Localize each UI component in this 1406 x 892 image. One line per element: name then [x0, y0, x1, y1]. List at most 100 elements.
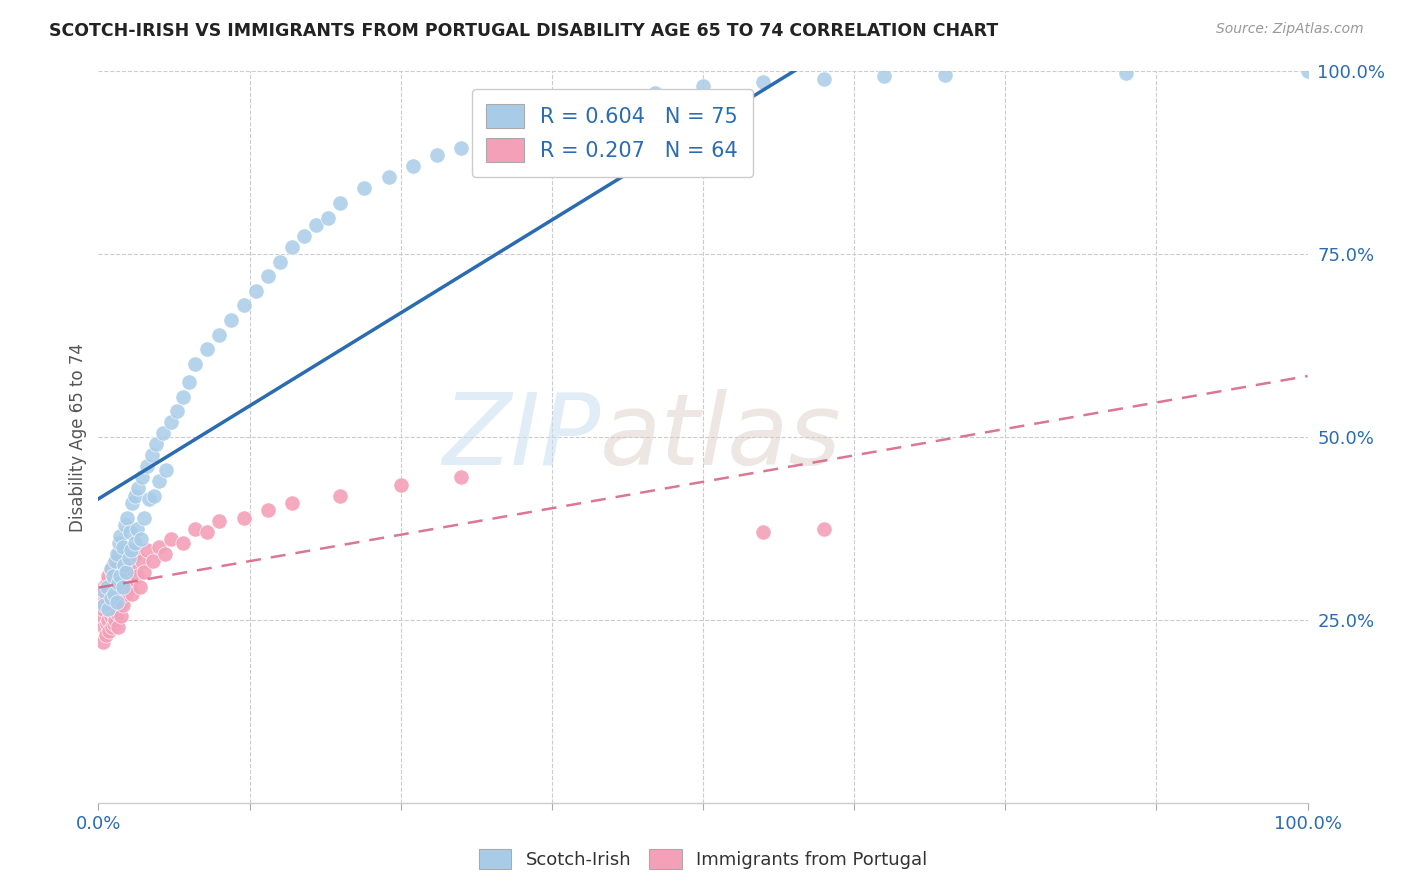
- Point: [389, 477, 412, 491]
- Point: [107, 580, 129, 594]
- Point: [172, 390, 194, 404]
- Point: [101, 606, 124, 620]
- Point: [107, 576, 129, 591]
- Point: [96, 580, 118, 594]
- Point: [148, 540, 170, 554]
- Text: Source: ZipAtlas.com: Source: ZipAtlas.com: [1216, 22, 1364, 37]
- Point: [115, 566, 138, 580]
- Point: [111, 580, 134, 594]
- Point: [100, 562, 122, 576]
- Point: [93, 599, 115, 613]
- Point: [153, 547, 176, 561]
- Point: [108, 547, 131, 561]
- Point: [100, 591, 122, 605]
- Point: [607, 94, 630, 108]
- Point: [232, 510, 254, 524]
- Point: [329, 196, 352, 211]
- Point: [127, 521, 149, 535]
- Point: [98, 624, 121, 638]
- Point: [118, 576, 141, 591]
- Legend: R = 0.604   N = 75, R = 0.207   N = 64: R = 0.604 N = 75, R = 0.207 N = 64: [471, 89, 752, 177]
- Point: [143, 489, 166, 503]
- Point: [138, 492, 160, 507]
- Point: [103, 616, 125, 631]
- Point: [117, 510, 139, 524]
- Point: [256, 269, 278, 284]
- Point: [124, 536, 146, 550]
- Point: [96, 576, 118, 591]
- Point: [145, 437, 167, 451]
- Point: [104, 613, 127, 627]
- Point: [256, 503, 278, 517]
- Point: [221, 313, 243, 327]
- Point: [135, 543, 157, 558]
- Point: [96, 616, 118, 631]
- Point: [101, 558, 124, 573]
- Point: [292, 228, 315, 243]
- Point: [131, 470, 153, 484]
- Point: [160, 533, 183, 547]
- Point: [93, 620, 115, 634]
- Point: [118, 580, 141, 594]
- Point: [450, 141, 472, 155]
- Point: [127, 569, 149, 583]
- Point: [90, 591, 112, 605]
- Point: [108, 569, 131, 583]
- Point: [105, 554, 128, 568]
- Point: [120, 562, 142, 576]
- Point: [134, 566, 156, 580]
- Point: [114, 569, 136, 583]
- Point: [813, 521, 835, 535]
- Point: [100, 609, 122, 624]
- Point: [1115, 66, 1137, 80]
- Point: [115, 587, 138, 601]
- Point: [873, 70, 896, 84]
- Point: [114, 517, 136, 532]
- Point: [124, 489, 146, 503]
- Point: [135, 459, 157, 474]
- Point: [100, 576, 122, 591]
- Point: [305, 218, 328, 232]
- Point: [91, 602, 114, 616]
- Point: [184, 357, 207, 371]
- Point: [108, 569, 131, 583]
- Point: [281, 496, 304, 510]
- Point: [111, 543, 134, 558]
- Point: [131, 554, 153, 568]
- Point: [129, 533, 152, 547]
- Point: [329, 489, 352, 503]
- Point: [112, 580, 135, 594]
- Point: [117, 558, 139, 573]
- Point: [120, 543, 142, 558]
- Point: [104, 566, 127, 580]
- Point: [644, 87, 666, 101]
- Point: [97, 569, 120, 583]
- Point: [152, 426, 174, 441]
- Point: [108, 599, 131, 613]
- Point: [208, 327, 231, 342]
- Point: [1296, 64, 1319, 78]
- Point: [91, 635, 114, 649]
- Point: [94, 591, 117, 605]
- Point: [98, 580, 121, 594]
- Point: [134, 510, 156, 524]
- Point: [245, 284, 267, 298]
- Point: [118, 550, 141, 565]
- Point: [141, 448, 163, 462]
- Point: [128, 580, 150, 594]
- Point: [108, 536, 131, 550]
- Point: [127, 481, 149, 495]
- Point: [172, 536, 194, 550]
- Point: [97, 613, 120, 627]
- Point: [450, 470, 472, 484]
- Point: [179, 376, 201, 390]
- Point: [93, 583, 115, 598]
- Point: [121, 496, 143, 510]
- Point: [104, 554, 127, 568]
- Point: [94, 627, 117, 641]
- Point: [208, 514, 231, 528]
- Point: [105, 594, 128, 608]
- Point: [377, 170, 399, 185]
- Point: [91, 613, 114, 627]
- Point: [510, 119, 533, 133]
